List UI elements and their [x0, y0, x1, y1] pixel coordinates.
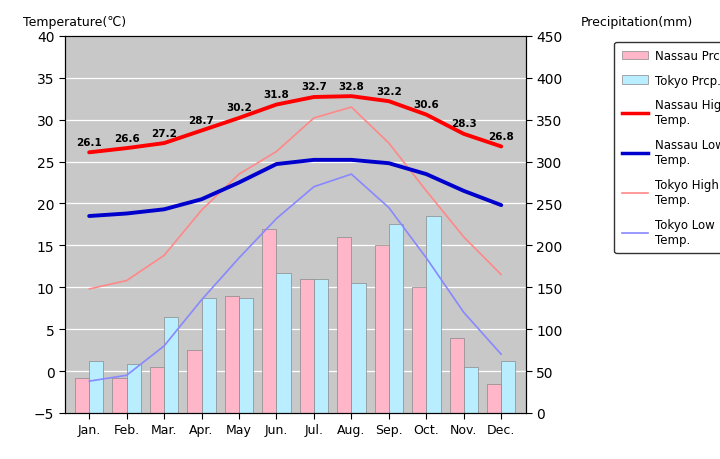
- Legend: Nassau Prcp., Tokyo Prcp., Nassau High
Temp., Nassau Low
Temp., Tokyo High
Temp.: Nassau Prcp., Tokyo Prcp., Nassau High T…: [614, 43, 720, 253]
- Text: Temperature(℃): Temperature(℃): [23, 16, 127, 29]
- Bar: [374, 246, 389, 413]
- Text: 30.6: 30.6: [413, 100, 439, 110]
- Bar: [164, 317, 179, 413]
- Text: Precipitation(mm): Precipitation(mm): [581, 16, 693, 29]
- Bar: [112, 378, 127, 413]
- Bar: [202, 298, 216, 413]
- Bar: [89, 361, 104, 413]
- Bar: [225, 296, 239, 413]
- Text: 26.6: 26.6: [114, 133, 140, 143]
- Bar: [150, 367, 164, 413]
- Bar: [412, 288, 426, 413]
- Bar: [276, 274, 291, 413]
- Text: 28.7: 28.7: [189, 116, 215, 126]
- Text: 28.3: 28.3: [451, 119, 477, 129]
- Bar: [487, 384, 501, 413]
- Bar: [75, 378, 89, 413]
- Bar: [262, 229, 276, 413]
- Text: 32.2: 32.2: [376, 86, 402, 96]
- Bar: [389, 225, 403, 413]
- Text: 32.8: 32.8: [338, 81, 364, 91]
- Bar: [187, 350, 202, 413]
- Text: 31.8: 31.8: [264, 90, 289, 100]
- Bar: [501, 361, 516, 413]
- Text: 26.8: 26.8: [488, 132, 514, 141]
- Bar: [300, 279, 314, 413]
- Bar: [239, 298, 253, 413]
- Text: 27.2: 27.2: [151, 128, 177, 138]
- Text: 26.1: 26.1: [76, 137, 102, 147]
- Bar: [464, 367, 478, 413]
- Bar: [127, 364, 141, 413]
- Bar: [337, 237, 351, 413]
- Text: 30.2: 30.2: [226, 103, 252, 113]
- Bar: [426, 217, 441, 413]
- Bar: [314, 279, 328, 413]
- Bar: [449, 338, 464, 413]
- Bar: [351, 284, 366, 413]
- Text: 32.7: 32.7: [301, 82, 327, 92]
